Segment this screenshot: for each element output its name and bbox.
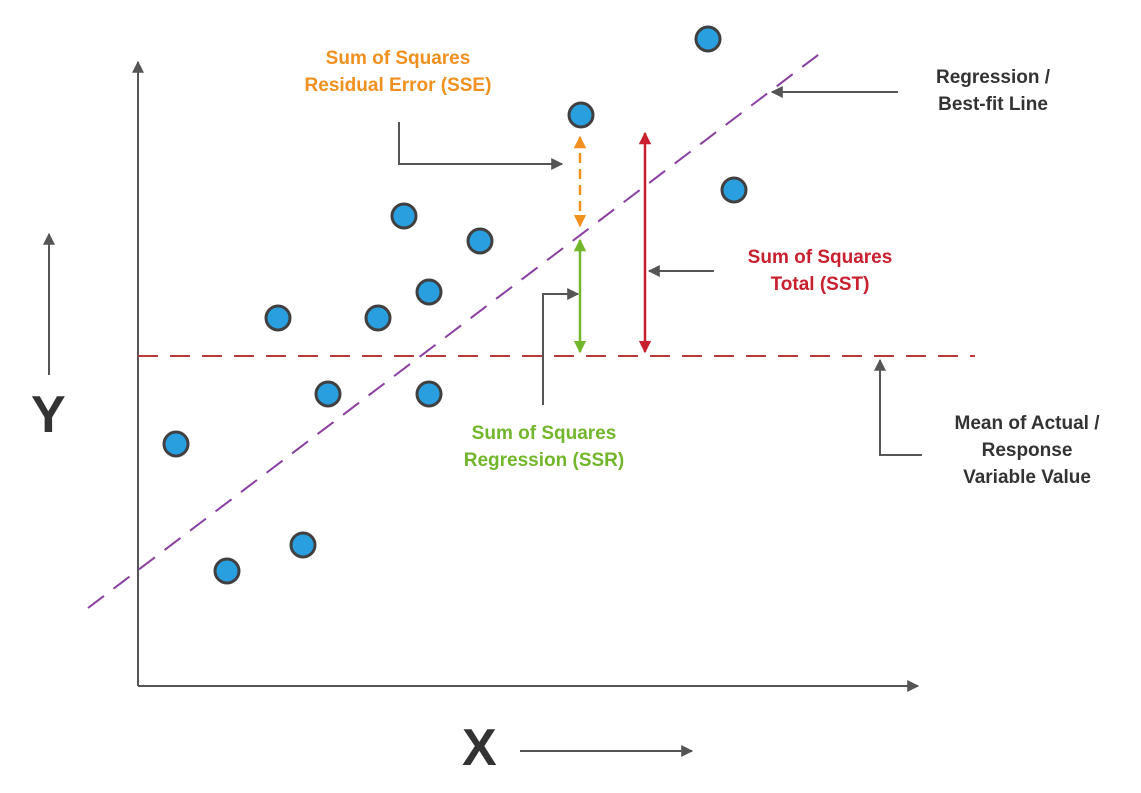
data-point-marker: [390, 202, 418, 230]
mean-line-label-line2: Response: [981, 440, 1073, 461]
regression-line: [87, 51, 823, 609]
data-point-marker: [264, 304, 292, 332]
data-point-marker: [415, 278, 443, 306]
data-point-marker: [466, 227, 494, 255]
data-point-marker: [314, 380, 342, 408]
data-points: [162, 25, 748, 585]
y-axis-label: Y: [31, 386, 66, 444]
data-point-marker: [720, 176, 748, 204]
ssr-label-line1: Sum of Squares: [471, 423, 617, 444]
ssr-pointer-arrow-icon: [542, 288, 580, 405]
x-axis-label: X: [462, 719, 497, 777]
data-point-marker: [162, 430, 190, 458]
regression-line-label: Regression / Best-fit Line: [900, 64, 1086, 118]
sse-label-line1: Sum of Squares: [325, 48, 471, 69]
sst-label-line2: Total (SST): [770, 274, 870, 295]
data-point-marker: [289, 531, 317, 559]
sst-label: Sum of Squares Total (SST): [710, 244, 930, 298]
data-point-marker: [213, 557, 241, 585]
ssr-label: Sum of Squares Regression (SSR): [424, 420, 664, 474]
sse-label: Sum of Squares Residual Error (SSE): [268, 45, 528, 99]
mean-line-label: Mean of Actual / Response Variable Value: [922, 410, 1132, 491]
sse-pointer-arrow-icon: [398, 122, 564, 170]
ssr-label-line2: Regression (SSR): [463, 450, 625, 471]
data-point-marker: [567, 101, 595, 129]
data-point-marker: [415, 380, 443, 408]
data-point-marker: [364, 304, 392, 332]
mean-line-label-line1: Mean of Actual /: [954, 413, 1100, 434]
sst-label-line1: Sum of Squares: [747, 247, 893, 268]
data-point-marker: [694, 25, 722, 53]
mean-line-label-line3: Variable Value: [963, 467, 1091, 488]
mean-pointer-arrow-icon: [874, 358, 922, 456]
sse-label-line2: Residual Error (SSE): [304, 75, 492, 96]
regression-line-label-line2: Best-fit Line: [938, 94, 1048, 115]
regression-line-label-line1: Regression /: [935, 67, 1051, 88]
